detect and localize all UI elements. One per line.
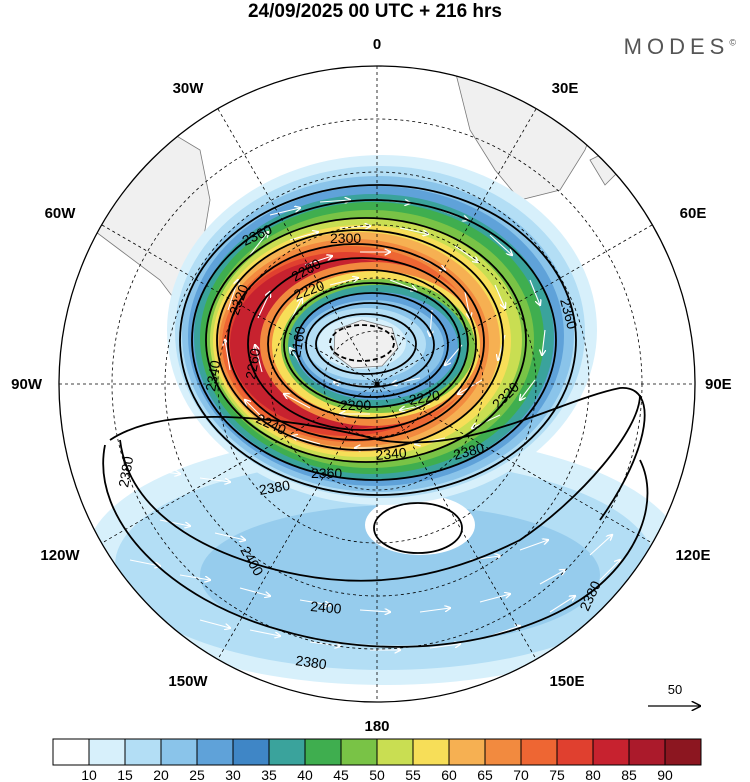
contour-2380-southern [109, 387, 646, 521]
pole-marker [374, 381, 380, 387]
colorbar-swatch [664, 738, 702, 766]
colorbar: 10 15 20 25 30 35 40 45 50 55 60 65 70 75 80 85 90 [52, 738, 702, 782]
colorbar-tick-label: 10 [81, 767, 97, 782]
colorbar-tick-label: 45 [333, 767, 349, 782]
contour-label: 2360 [311, 465, 342, 481]
colorbar-swatch [232, 738, 270, 766]
contour-label: 2200 [340, 397, 371, 413]
contour-2220 [295, 292, 449, 398]
map-title: 24/09/2025 00 UTC + 216 hrs [247, 1, 503, 22]
colorbar-tick-label: 60 [441, 767, 457, 782]
contour-label: 2380 [295, 652, 328, 672]
colorbar-tick-label: 30 [225, 767, 241, 782]
lon-label-30w: 30W [173, 80, 205, 97]
brand-name: MODES [623, 34, 730, 59]
colorbar-tick-label: 55 [405, 767, 421, 782]
brand-mark: © [729, 37, 736, 48]
colorbar-swatch [592, 738, 630, 766]
colorbar-swatch [52, 738, 90, 766]
colorbar-swatch [448, 738, 486, 766]
lon-label-180: 180 [364, 718, 389, 735]
height-contours [102, 184, 649, 648]
colorbar-swatch [484, 738, 522, 766]
colorbar-tick-label: 70 [513, 767, 529, 782]
contour-2180 [315, 313, 417, 375]
contour-label: 2340 [375, 444, 408, 463]
antarctica-core [333, 319, 399, 369]
colorbar-swatch [196, 738, 234, 766]
lon-label-150w: 150W [168, 673, 208, 690]
contour-label: 2400 [310, 598, 343, 617]
colorbar-tick-label: 50 [369, 767, 385, 782]
colorbar-swatch [268, 738, 306, 766]
colorbar-tick-label: 15 [117, 767, 133, 782]
colorbar-tick-label: 25 [189, 767, 205, 782]
lon-label-30e: 30E [552, 80, 579, 97]
colorbar-tick-label: 40 [297, 767, 313, 782]
contour-2340 [205, 217, 527, 463]
contour-label: 2380 [452, 439, 486, 463]
lon-label-120e: 120E [675, 547, 710, 564]
colorbar-tick-label: 65 [477, 767, 493, 782]
contour-2200 [305, 302, 435, 388]
band-southern-3 [200, 505, 600, 645]
lon-label-0: 0 [373, 36, 381, 53]
colorbar-tick-label: 35 [261, 767, 277, 782]
lon-label-90e: 90E [705, 376, 732, 393]
contour-2380-outer [102, 444, 649, 648]
colorbar-swatches [52, 738, 702, 766]
colorbar-swatch [124, 738, 162, 766]
lon-label-90w: 90W [11, 376, 43, 393]
contour-label: 2220 [408, 387, 442, 408]
contour-2360 [191, 199, 557, 481]
contour-2320 [216, 229, 504, 451]
colorbar-swatch [520, 738, 558, 766]
contour-2300 [227, 243, 485, 441]
contour-2400-closed [373, 502, 463, 554]
contour-label: 2260 [242, 347, 263, 381]
contour-2400 [119, 394, 641, 582]
contour-label: 2160 [287, 325, 308, 359]
colorbar-swatch [556, 738, 594, 766]
colorbar-swatch [628, 738, 666, 766]
colorbar-tick-label: 85 [621, 767, 637, 782]
colorbar-labels: 10 15 20 25 30 35 40 45 50 55 60 65 70 75 80 85 90 [81, 767, 673, 782]
colorbar-tick-label: 75 [549, 767, 565, 782]
lon-label-120w: 120W [40, 547, 80, 564]
colorbar-swatch [304, 738, 342, 766]
colorbar-swatch [412, 738, 450, 766]
contour-2240 [283, 282, 461, 408]
lon-label-150e: 150E [549, 673, 584, 690]
longitude-labels: 0 180 90W 90E 30W 30E 60W 60E 120W 120E … [11, 36, 732, 735]
colorbar-tick-label: 20 [153, 767, 169, 782]
lon-label-60w: 60W [45, 205, 77, 222]
colorbar-swatch [88, 738, 126, 766]
contour-label: 2380 [115, 455, 136, 489]
map-border [58, 65, 696, 703]
lon-label-60e: 60E [680, 205, 707, 222]
contour-label: 2300 [330, 230, 361, 246]
colorbar-swatch [376, 738, 414, 766]
reference-vector-label: 50 [668, 682, 682, 697]
contour-2380-vortex [179, 184, 577, 496]
colorbar-swatch [160, 738, 198, 766]
brand-logo: MODES© [624, 34, 736, 60]
contour-label: 2380 [258, 477, 292, 498]
contour-2160 [329, 324, 395, 362]
colorbar-swatch [340, 738, 378, 766]
contour-2280 [247, 257, 477, 431]
contour-label: 2340 [202, 359, 223, 393]
reference-vector: 50 [648, 682, 700, 706]
colorbar-tick-label: 80 [585, 767, 601, 782]
colorbar-tick-label: 90 [657, 767, 673, 782]
contour-label: 2360 [557, 297, 581, 331]
contour-2260 [267, 269, 469, 419]
